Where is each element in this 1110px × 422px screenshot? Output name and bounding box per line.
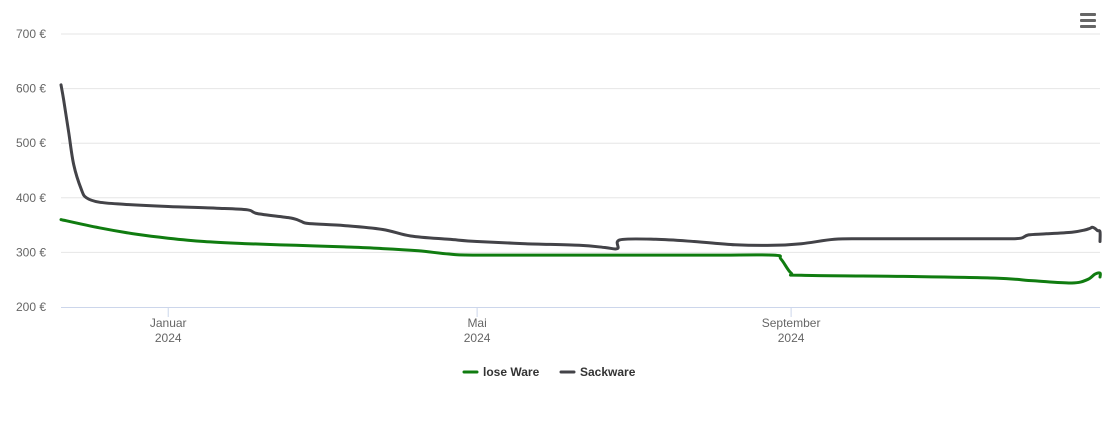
menu-bar [1080, 12, 1096, 16]
y-tick-label: 400 € [16, 191, 46, 205]
legend-label-sackware: Sackware [580, 365, 636, 379]
hamburger-menu-icon[interactable] [1076, 8, 1100, 32]
series-line-lose-ware[interactable] [59, 218, 1102, 285]
menu-bar [1080, 18, 1096, 22]
y-tick-label: 200 € [16, 300, 46, 314]
menu-bar [1080, 24, 1096, 28]
legend-item-lose-ware[interactable]: lose Ware [462, 365, 540, 379]
chart-grid [61, 33, 1100, 253]
x-tick-year: 2024 [464, 331, 491, 345]
y-tick-label: 300 € [16, 245, 46, 259]
x-tick-year: 2024 [778, 331, 805, 345]
x-tick-month: Januar [150, 316, 187, 330]
chart-series [59, 83, 1102, 285]
chart-legend[interactable]: lose Ware Sackware [462, 365, 636, 379]
legend-item-sackware[interactable]: Sackware [559, 365, 636, 379]
x-tick-month: Mai [467, 316, 486, 330]
y-tick-label: 500 € [16, 136, 46, 150]
legend-label-lose-ware: lose Ware [483, 365, 540, 379]
x-tick-month: September [762, 316, 821, 330]
x-tick-year: 2024 [155, 331, 182, 345]
y-axis: 700 € 600 € 500 € 400 € 300 € 200 € [16, 27, 46, 314]
series-line-sackware[interactable] [59, 83, 1102, 251]
y-tick-label: 700 € [16, 27, 46, 41]
y-tick-label: 600 € [16, 82, 46, 96]
